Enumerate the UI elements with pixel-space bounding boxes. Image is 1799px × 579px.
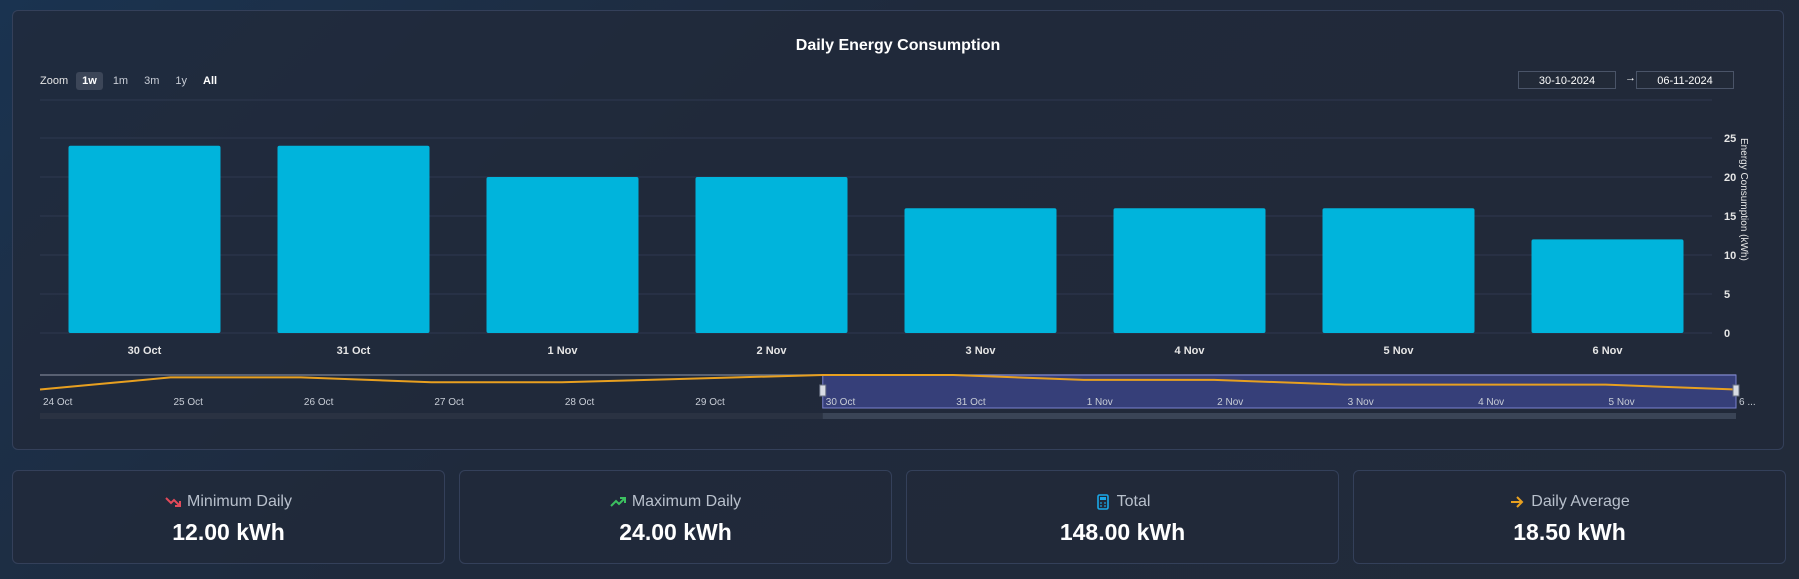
x-tick-label: 5 Nov [1384,345,1415,357]
stat-value: 148.00 kWh [1059,519,1186,545]
zoom-1y-button[interactable]: 1y [175,75,187,87]
navigator-series-line [39,374,1737,391]
bar[interactable] [695,177,848,333]
stat-card-total: Total 148.00 kWh [906,470,1339,564]
stat-label: Total [1116,493,1151,510]
stat-label: Maximum Daily [631,493,742,510]
x-tick-label: 31 Oct [337,345,371,357]
stat-card-average: Daily Average 18.50 kWh [1353,470,1786,564]
zoom-1w-button[interactable]: 1w [76,72,103,90]
stat-card-maximum: Maximum Daily 24.00 kWh [459,470,892,564]
stat-value: 12.00 kWh [172,519,285,545]
range-from-input[interactable]: 30-10-2024 [1518,71,1616,89]
x-tick-label: 4 Nov [1175,345,1206,357]
y-tick-labels: 0 5 10 15 20 25 [1724,133,1736,340]
zoom-bar: Zoom 1w 1m 3m 1y All [40,72,223,90]
navigator[interactable]: 24 Oct 25 Oct 26 Oct 27 Oct 28 Oct 29 Oct 30 O… [39,374,1756,419]
navigator-tick-label: 29 Oct [695,397,725,408]
bar[interactable] [486,177,639,333]
zoom-label: Zoom [40,75,69,87]
x-tick-label: 6 Nov [1593,345,1624,357]
navigator-tick-label: 27 Oct [434,397,464,408]
bar[interactable] [1322,208,1475,333]
navigator-tick-label: 28 Oct [565,397,595,408]
y-tick-label: 20 [1724,172,1736,184]
stat-label: Minimum Daily [187,493,292,510]
stat-value: 18.50 kWh [1513,519,1626,545]
bar[interactable] [277,145,430,333]
navigator-left-handle[interactable] [819,384,827,397]
x-tick-label: 3 Nov [966,345,997,357]
x-tick-label: 2 Nov [757,345,788,357]
bar[interactable] [1531,239,1684,333]
stat-value: 24.00 kWh [619,519,732,545]
x-tick-label: 30 Oct [128,345,162,357]
x-tick-label: 1 Nov [548,345,579,357]
navigator-tick-label: 3 Nov [1348,397,1374,408]
bar[interactable] [68,145,221,333]
chart-svg: 30 Oct 31 Oct 1 Nov 2 Nov 3 Nov 4 Nov 5 Nov 6 N… [39,99,1756,419]
zoom-1m-button[interactable]: 1m [112,75,129,87]
navigator-tick-label: 25 Oct [173,397,203,408]
calculator-icon [1096,494,1109,510]
navigator-tick-label: 2 Nov [1217,397,1243,408]
x-tick-labels: 30 Oct 31 Oct 1 Nov 2 Nov 3 Nov 4 Nov 5 Nov 6 N… [128,345,1624,357]
navigator-tick-label: 31 Oct [956,397,986,408]
y-tick-label: 15 [1724,211,1736,223]
chart-title: Daily Energy Consumption [795,37,1001,54]
navigator-tick-label: 24 Oct [43,397,73,408]
trend-down-icon [165,497,182,507]
bar[interactable] [1113,208,1266,333]
zoom-all-button[interactable]: All [203,75,218,87]
navigator-tick-label: 26 Oct [304,397,334,408]
y-axis-title: Energy Consumption (kWh) [1738,138,1749,261]
trend-up-icon [610,497,626,507]
range-arrow: → [1625,72,1636,84]
y-tick-label: 25 [1724,133,1736,145]
arrow-right-icon [1511,496,1524,508]
navigator-tick-label: 6 ... [1739,397,1756,408]
y-tick-label: 10 [1724,250,1736,262]
zoom-3m-button[interactable]: 3m [144,75,160,87]
navigator-tick-label: 4 Nov [1478,397,1504,408]
navigator-tick-label: 5 Nov [1609,397,1635,408]
stat-label: Daily Average [1531,493,1630,510]
range-to-input[interactable]: 06-11-2024 [1636,71,1734,89]
stat-card-minimum: Minimum Daily 12.00 kWh [12,470,445,564]
y-tick-label: 5 [1724,289,1730,301]
navigator-tick-label: 1 Nov [1087,397,1113,408]
navigator-scrollbar-thumb[interactable] [822,413,1736,419]
navigator-tick-label: 30 Oct [826,397,856,408]
bar-layer [68,145,1684,333]
navigator-right-handle[interactable] [1732,384,1740,397]
y-tick-label: 0 [1724,328,1730,340]
bar[interactable] [904,208,1057,333]
